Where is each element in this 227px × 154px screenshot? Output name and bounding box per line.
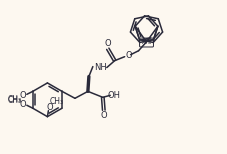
Text: CH₃: CH₃ (49, 97, 63, 106)
Text: CH₃: CH₃ (8, 95, 22, 104)
Text: O: O (46, 103, 53, 112)
Text: O: O (20, 91, 26, 100)
Text: O: O (20, 100, 26, 109)
FancyBboxPatch shape (140, 38, 153, 47)
Text: CH₃: CH₃ (8, 96, 22, 105)
Text: NH: NH (94, 63, 107, 72)
Text: O: O (125, 51, 132, 60)
Text: OH: OH (107, 91, 120, 100)
Text: O: O (104, 39, 111, 48)
Text: Ars: Ars (141, 40, 152, 45)
Text: O: O (101, 111, 107, 120)
